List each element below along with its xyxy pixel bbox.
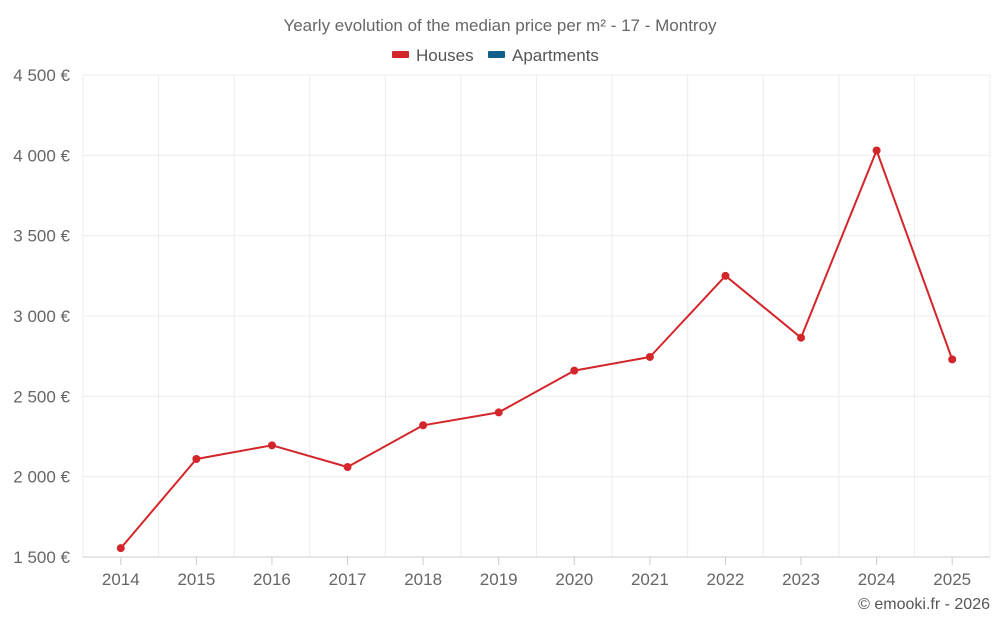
data-point[interactable] xyxy=(494,408,503,417)
x-tick-label: 2016 xyxy=(253,570,291,589)
x-tick-label: 2023 xyxy=(782,570,820,589)
data-point[interactable] xyxy=(797,333,806,342)
x-tick-label: 2017 xyxy=(329,570,367,589)
series-line-houses xyxy=(120,149,954,549)
x-tick-label: 2019 xyxy=(480,570,518,589)
axes: 1 500 € 2 000 € 2 500 € 3 000 € 3 500 € 4 000… xyxy=(13,66,990,589)
x-tick-label: 2024 xyxy=(858,570,896,589)
data-point[interactable] xyxy=(116,544,125,553)
y-tick-label: 1 500 € xyxy=(13,548,70,567)
y-tick-label: 4 500 € xyxy=(13,66,70,85)
chart-title: Yearly evolution of the median price per… xyxy=(283,16,717,35)
grid xyxy=(82,74,991,558)
y-tick-label: 4 000 € xyxy=(13,146,70,165)
x-tick-label: 2020 xyxy=(555,570,593,589)
data-point[interactable] xyxy=(343,463,352,472)
credit-text: © emooki.fr - 2026 xyxy=(858,596,990,613)
legend-item-houses[interactable]: Houses xyxy=(392,46,474,65)
legend-item-apartments[interactable]: Apartments xyxy=(488,46,599,65)
data-point[interactable] xyxy=(267,441,276,450)
y-tick-label: 2 500 € xyxy=(13,387,70,406)
legend: Houses Apartments xyxy=(392,46,599,65)
data-point[interactable] xyxy=(570,366,579,375)
x-tick-label: 2021 xyxy=(631,570,669,589)
legend-swatch-apartments xyxy=(488,51,505,58)
series-houses xyxy=(116,146,957,553)
y-tick-label: 2 000 € xyxy=(13,468,70,487)
x-tick-label: 2025 xyxy=(933,570,971,589)
x-tick-label: 2022 xyxy=(707,570,745,589)
legend-swatch-houses xyxy=(392,51,409,58)
x-tick-label: 2018 xyxy=(404,570,442,589)
x-tick-label: 2014 xyxy=(102,570,140,589)
data-point[interactable] xyxy=(948,355,957,364)
y-tick-label: 3 000 € xyxy=(13,307,70,326)
data-point[interactable] xyxy=(192,454,201,463)
data-point[interactable] xyxy=(872,146,881,155)
legend-label-houses: Houses xyxy=(416,46,474,65)
y-tick-label: 3 500 € xyxy=(13,227,70,246)
legend-label-apartments: Apartments xyxy=(512,46,599,65)
x-tick-label: 2015 xyxy=(177,570,215,589)
data-point[interactable] xyxy=(645,352,654,361)
data-point[interactable] xyxy=(419,421,428,430)
data-point[interactable] xyxy=(721,271,730,280)
